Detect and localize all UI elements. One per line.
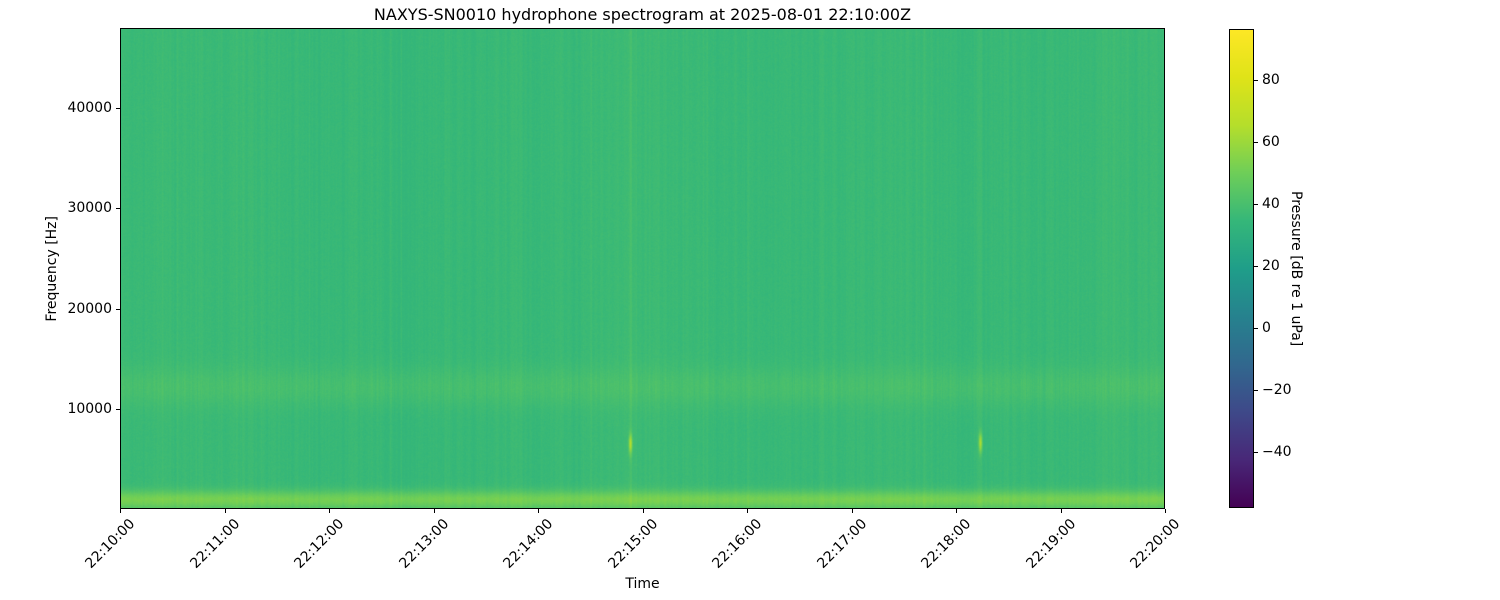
x-tick-mark bbox=[224, 509, 226, 513]
x-tick-label: 22:10:00 bbox=[82, 516, 139, 572]
x-tick-mark bbox=[538, 509, 539, 513]
x-tick-label: 22:15:00 bbox=[605, 516, 661, 572]
x-axis-label: Time bbox=[625, 576, 660, 592]
colorbar-tick-label: 0 bbox=[1262, 320, 1271, 337]
colorbar-tick-mark bbox=[1254, 204, 1258, 206]
x-tick-label: 22:12:00 bbox=[291, 516, 348, 572]
x-tick-mark bbox=[1060, 509, 1062, 513]
x-tick-mark bbox=[956, 509, 957, 513]
x-tick-label: 22:16:00 bbox=[709, 516, 766, 572]
y-tick-mark bbox=[116, 208, 120, 210]
x-tick-mark bbox=[120, 509, 121, 513]
chart-title: NAXYS-SN0010 hydrophone spectrogram at 2… bbox=[373, 5, 912, 24]
x-tick-label: 22:11:00 bbox=[187, 516, 243, 572]
x-tick-label: 22:13:00 bbox=[396, 516, 452, 572]
x-tick-mark bbox=[1165, 509, 1166, 513]
y-tick-mark bbox=[116, 408, 120, 410]
colorbar-tick-label: 20 bbox=[1262, 258, 1280, 275]
colorbar-tick-mark bbox=[1254, 328, 1258, 330]
y-tick-label: 30000 bbox=[67, 200, 112, 217]
x-tick-mark bbox=[642, 509, 644, 513]
y-tick-label: 10000 bbox=[67, 400, 112, 417]
colorbar-tick-label: −20 bbox=[1262, 382, 1292, 399]
y-axis-label: Frequency [Hz] bbox=[44, 215, 60, 322]
colorbar-label: Pressure [dB re 1 uPa] bbox=[1288, 190, 1304, 347]
y-tick-label: 20000 bbox=[67, 300, 112, 317]
colorbar-tick-label: 60 bbox=[1262, 134, 1280, 151]
x-tick-label: 22:14:00 bbox=[500, 516, 557, 572]
colorbar-tick-mark bbox=[1254, 390, 1258, 392]
x-tick-label: 22:20:00 bbox=[1127, 516, 1184, 572]
colorbar-tick-label: −40 bbox=[1262, 444, 1292, 461]
colorbar-tick-mark bbox=[1254, 266, 1258, 268]
x-tick-mark bbox=[329, 509, 330, 513]
colorbar-tick-mark bbox=[1254, 452, 1258, 454]
y-tick-mark bbox=[116, 108, 120, 110]
x-tick-label: 22:19:00 bbox=[1023, 516, 1079, 572]
x-tick-mark bbox=[851, 509, 853, 513]
y-axis-label-box: Frequency [Hz] bbox=[42, 28, 62, 509]
x-tick-label: 22:17:00 bbox=[814, 516, 870, 572]
colorbar-label-box: Pressure [dB re 1 uPa] bbox=[1286, 29, 1306, 508]
x-tick-label: 22:18:00 bbox=[918, 516, 975, 572]
x-tick-mark bbox=[747, 509, 748, 513]
colorbar-tick-label: 40 bbox=[1262, 196, 1280, 213]
colorbar-tick-label: 80 bbox=[1262, 72, 1280, 89]
x-tick-mark bbox=[433, 509, 435, 513]
colorbar-tick-mark bbox=[1254, 142, 1258, 144]
y-tick-mark bbox=[116, 308, 120, 310]
y-tick-label: 40000 bbox=[67, 100, 112, 117]
colorbar-tick-mark bbox=[1254, 80, 1258, 82]
spectrogram-heatmap bbox=[120, 28, 1165, 509]
colorbar bbox=[1229, 29, 1254, 508]
